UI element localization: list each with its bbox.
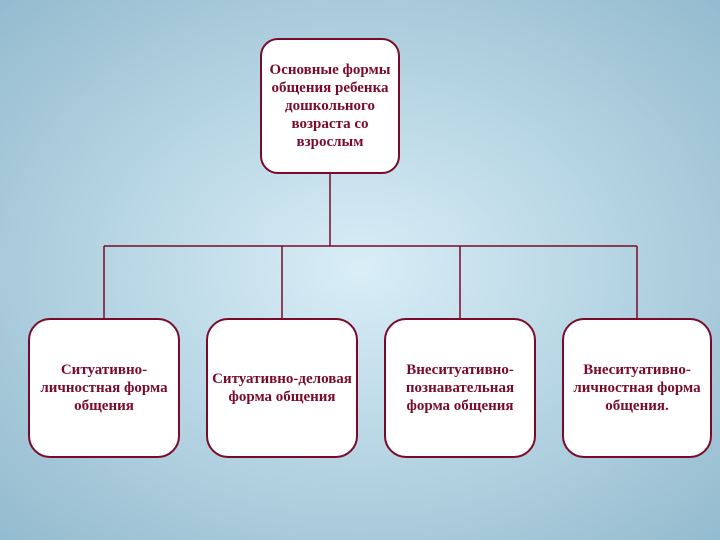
root-node-label: Основные формы общения ребенка дошкольно…	[266, 61, 394, 151]
root-node: Основные формы общения ребенка дошкольно…	[260, 38, 400, 174]
child-node-2-label: Внеситуативно-познавательная форма общен…	[390, 361, 530, 415]
diagram-canvas: Основные формы общения ребенка дошкольно…	[0, 0, 720, 540]
child-node-0: Ситуативно-личностная форма общения	[28, 318, 180, 458]
child-node-1-label: Ситуативно-деловая форма общения	[212, 370, 352, 406]
child-node-2: Внеситуативно-познавательная форма общен…	[384, 318, 536, 458]
child-node-3-label: Внеситуативно-личностная форма общения.	[568, 361, 706, 415]
child-node-0-label: Ситуативно-личностная форма общения	[34, 361, 174, 415]
child-node-3: Внеситуативно-личностная форма общения.	[562, 318, 712, 458]
child-node-1: Ситуативно-деловая форма общения	[206, 318, 358, 458]
